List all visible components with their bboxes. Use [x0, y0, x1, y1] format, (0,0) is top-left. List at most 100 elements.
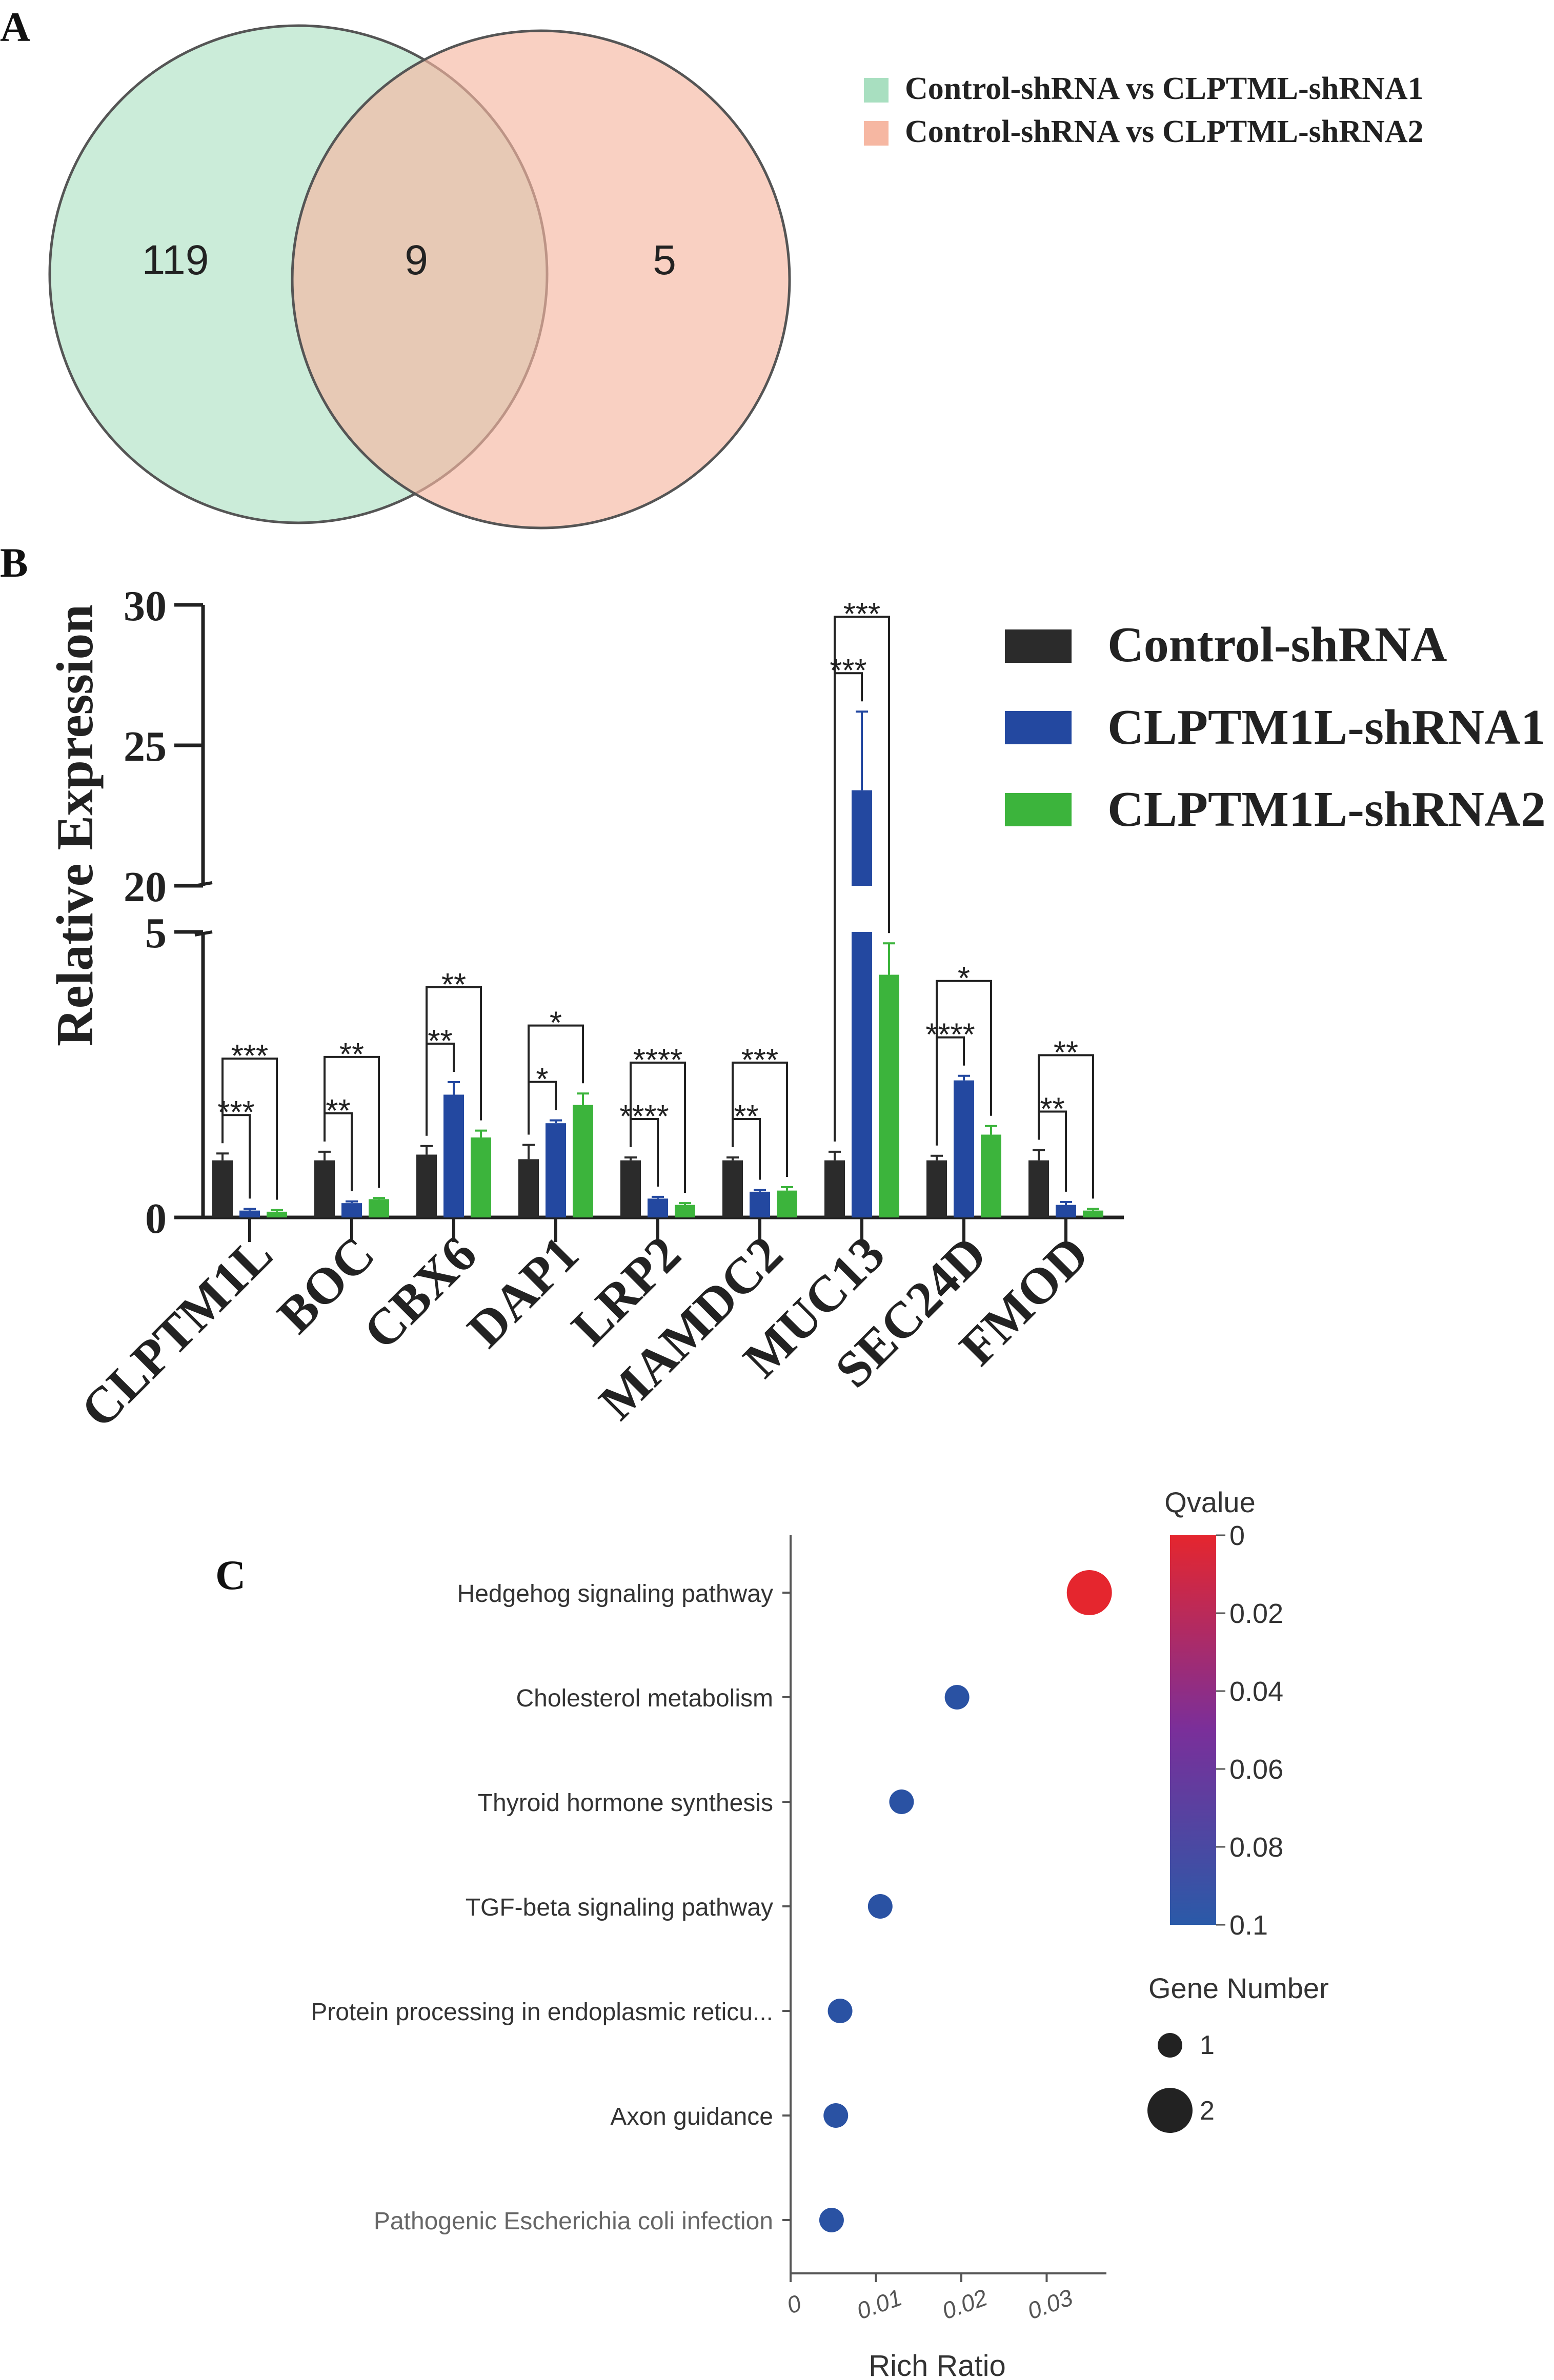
colorbar-ticks: 0 0.02 0.04 0.06 0.08 0.1 [1216, 1520, 1283, 1941]
bar-muc13-clptm1l-shrna2 [879, 974, 899, 1217]
dot-x-axis-label: Rich Ratio [869, 2349, 1006, 2380]
significance-label-dap1-outer: * [550, 1006, 562, 1041]
significance-label-sec24d-inner: **** [925, 1018, 975, 1053]
bar-y-tick-label-20: 20 [124, 863, 167, 911]
bar-legend-swatch-control [1005, 629, 1072, 663]
dot-point-pathway-1 [1066, 1570, 1112, 1615]
significance-bracket-sec24d-outer [936, 980, 992, 1116]
bar-clptm1l-control-shrna [212, 1160, 233, 1217]
bar-x-labels: CLPTM1LBOCCBX6DAP1LRP2MAMDC2MUC13SEC24DF… [70, 1217, 1100, 1438]
bar-fmod-clptm1l-shrna1 [1056, 1205, 1076, 1217]
dot-x-tick-label-0.03: 0.03 [1024, 2284, 1076, 2325]
bar-sec24d-clptm1l-shrna2 [981, 1134, 1001, 1217]
panel-c-label: C [215, 1552, 246, 1598]
significance-label-fmod-outer: ** [1054, 1035, 1078, 1071]
bar-muc13-clptm1l-shrna1-lower [852, 932, 872, 1217]
gene-number-legend: Gene Number 1 2 [1147, 1972, 1329, 2133]
significance-bracket-clptm1l-inner [221, 1114, 251, 1199]
bar-cbx6-clptm1l-shrna2 [471, 1137, 491, 1217]
dot-y-label-pathway-1: Hedgehog signaling pathway [457, 1580, 773, 1608]
bar-legend-label-control: Control-shRNA [1107, 617, 1447, 673]
bar-y-tick-label-0: 0 [145, 1195, 167, 1243]
venn-circle-b [291, 29, 791, 530]
bar-cbx6-control-shrna [416, 1154, 437, 1217]
significance-label-lrp2-inner: **** [619, 1099, 669, 1134]
colorbar-title: Qvalue [1164, 1486, 1255, 1518]
size-legend-label-2: 2 [1200, 2096, 1215, 2126]
bar-mamdc2-clptm1l-shrna2 [777, 1190, 797, 1217]
significance-label-clptm1l-outer: *** [231, 1039, 268, 1074]
panel-a-label: A [0, 4, 30, 50]
significance-label-fmod-inner: ** [1040, 1092, 1064, 1127]
significance-label-cbx6-outer: ** [441, 967, 466, 1003]
bar-lrp2-control-shrna [620, 1160, 641, 1217]
dot-y-label-pathway-3: Thyroid hormone synthesis [478, 1789, 773, 1817]
bar-y-ticks: 0 520 25 30 [124, 582, 203, 1243]
bar-muc13-clptm1l-shrna1-upper [852, 790, 872, 886]
bar-clptm1l-clptm1l-shrna2 [267, 1211, 287, 1217]
bar-y-tick-label-5: 5 [145, 909, 167, 957]
bar-y-axis-label: Relative Expression [46, 604, 104, 1046]
significance-bracket-fmod-inner [1038, 1110, 1067, 1192]
venn-count-intersection: 9 [405, 237, 428, 283]
bar-boc-control-shrna [314, 1160, 335, 1217]
significance-bracket-sec24d-inner [936, 1036, 965, 1146]
significance-bracket-cbx6-outer [426, 986, 482, 1121]
colorbar-tick-label-0.02: 0.02 [1229, 1598, 1283, 1629]
significance-bracket-dap1-inner [528, 1081, 557, 1135]
bar-lrp2-clptm1l-shrna2 [675, 1205, 695, 1217]
bar-legend-label-shrna2: CLPTM1L-shRNA2 [1107, 782, 1546, 837]
dot-rows: Hedgehog signaling pathway Cholesterol me… [311, 1570, 1112, 2235]
bar-y-tick-label-30: 30 [124, 582, 167, 630]
significance-label-muc13-inner: *** [830, 653, 866, 688]
bar-x-label-clptm1l: CLPTM1L [70, 1225, 283, 1438]
colorbar-gradient [1170, 1535, 1216, 1925]
significance-label-muc13-outer: *** [843, 597, 880, 632]
venn-count-b-only: 5 [653, 237, 676, 283]
qvalue-colorbar: Qvalue 0 0.02 0.04 0.06 0.08 0.1 [1164, 1486, 1283, 1941]
significance-bracket-clptm1l-outer [221, 1057, 278, 1200]
significance-label-boc-outer: ** [339, 1037, 364, 1072]
dot-point-pathway-4 [867, 1894, 893, 1919]
bar-significance: ********** ******************************… [217, 597, 1094, 1200]
dot-y-label-pathway-6: Axon guidance [610, 2103, 773, 2130]
dot-point-pathway-7 [819, 2208, 844, 2232]
significance-bracket-boc-outer [324, 1055, 380, 1188]
bar-boc-clptm1l-shrna2 [369, 1199, 389, 1217]
bar-mamdc2-control-shrna [722, 1160, 743, 1217]
bar-legend-swatch-shrna2 [1005, 793, 1072, 826]
significance-label-sec24d-outer: * [958, 961, 970, 996]
significance-label-mamdc2-outer: *** [741, 1043, 778, 1078]
dot-point-pathway-6 [823, 2103, 849, 2128]
colorbar-tick-label-0.04: 0.04 [1229, 1676, 1283, 1707]
bar-legend-swatch-shrna1 [1005, 711, 1072, 744]
significance-label-lrp2-outer: **** [633, 1043, 683, 1078]
colorbar-tick-label-0.1: 0.1 [1229, 1910, 1268, 1941]
dot-y-label-pathway-4: TGF-beta signaling pathway [466, 1894, 773, 1921]
bar-lrp2-clptm1l-shrna1 [648, 1198, 668, 1217]
bar-muc13-control-shrna [824, 1160, 845, 1217]
bar-clptm1l-clptm1l-shrna1 [239, 1210, 260, 1217]
significance-label-boc-inner: ** [326, 1093, 350, 1129]
panel-c: C Hedgehog signaling pathway Cholesterol … [215, 1486, 1329, 2380]
size-legend-dot-1 [1158, 2033, 1182, 2058]
dot-x-tick-label-0: 0 [783, 2289, 805, 2319]
bar-y-axis-break-bottom [194, 930, 213, 937]
bar-dap1-clptm1l-shrna1 [546, 1123, 566, 1217]
bar-y-tick-label-25: 25 [124, 723, 167, 770]
bar-mamdc2-clptm1l-shrna1 [750, 1191, 770, 1217]
bar-cbx6-clptm1l-shrna1 [443, 1094, 464, 1217]
bar-bars [212, 710, 1103, 1217]
significance-label-clptm1l-inner: *** [217, 1095, 254, 1130]
venn-legend-swatch-a [864, 78, 889, 103]
bar-fmod-clptm1l-shrna2 [1083, 1210, 1103, 1217]
significance-label-mamdc2-inner: ** [734, 1099, 758, 1134]
bar-dap1-control-shrna [518, 1159, 539, 1217]
significance-bracket-mamdc2-outer [732, 1062, 788, 1177]
significance-bracket-fmod-outer [1038, 1054, 1094, 1199]
size-legend-dot-2 [1147, 2088, 1193, 2133]
size-legend-title: Gene Number [1148, 1972, 1329, 2004]
bar-x-label-dap1: DAP1 [456, 1225, 589, 1358]
